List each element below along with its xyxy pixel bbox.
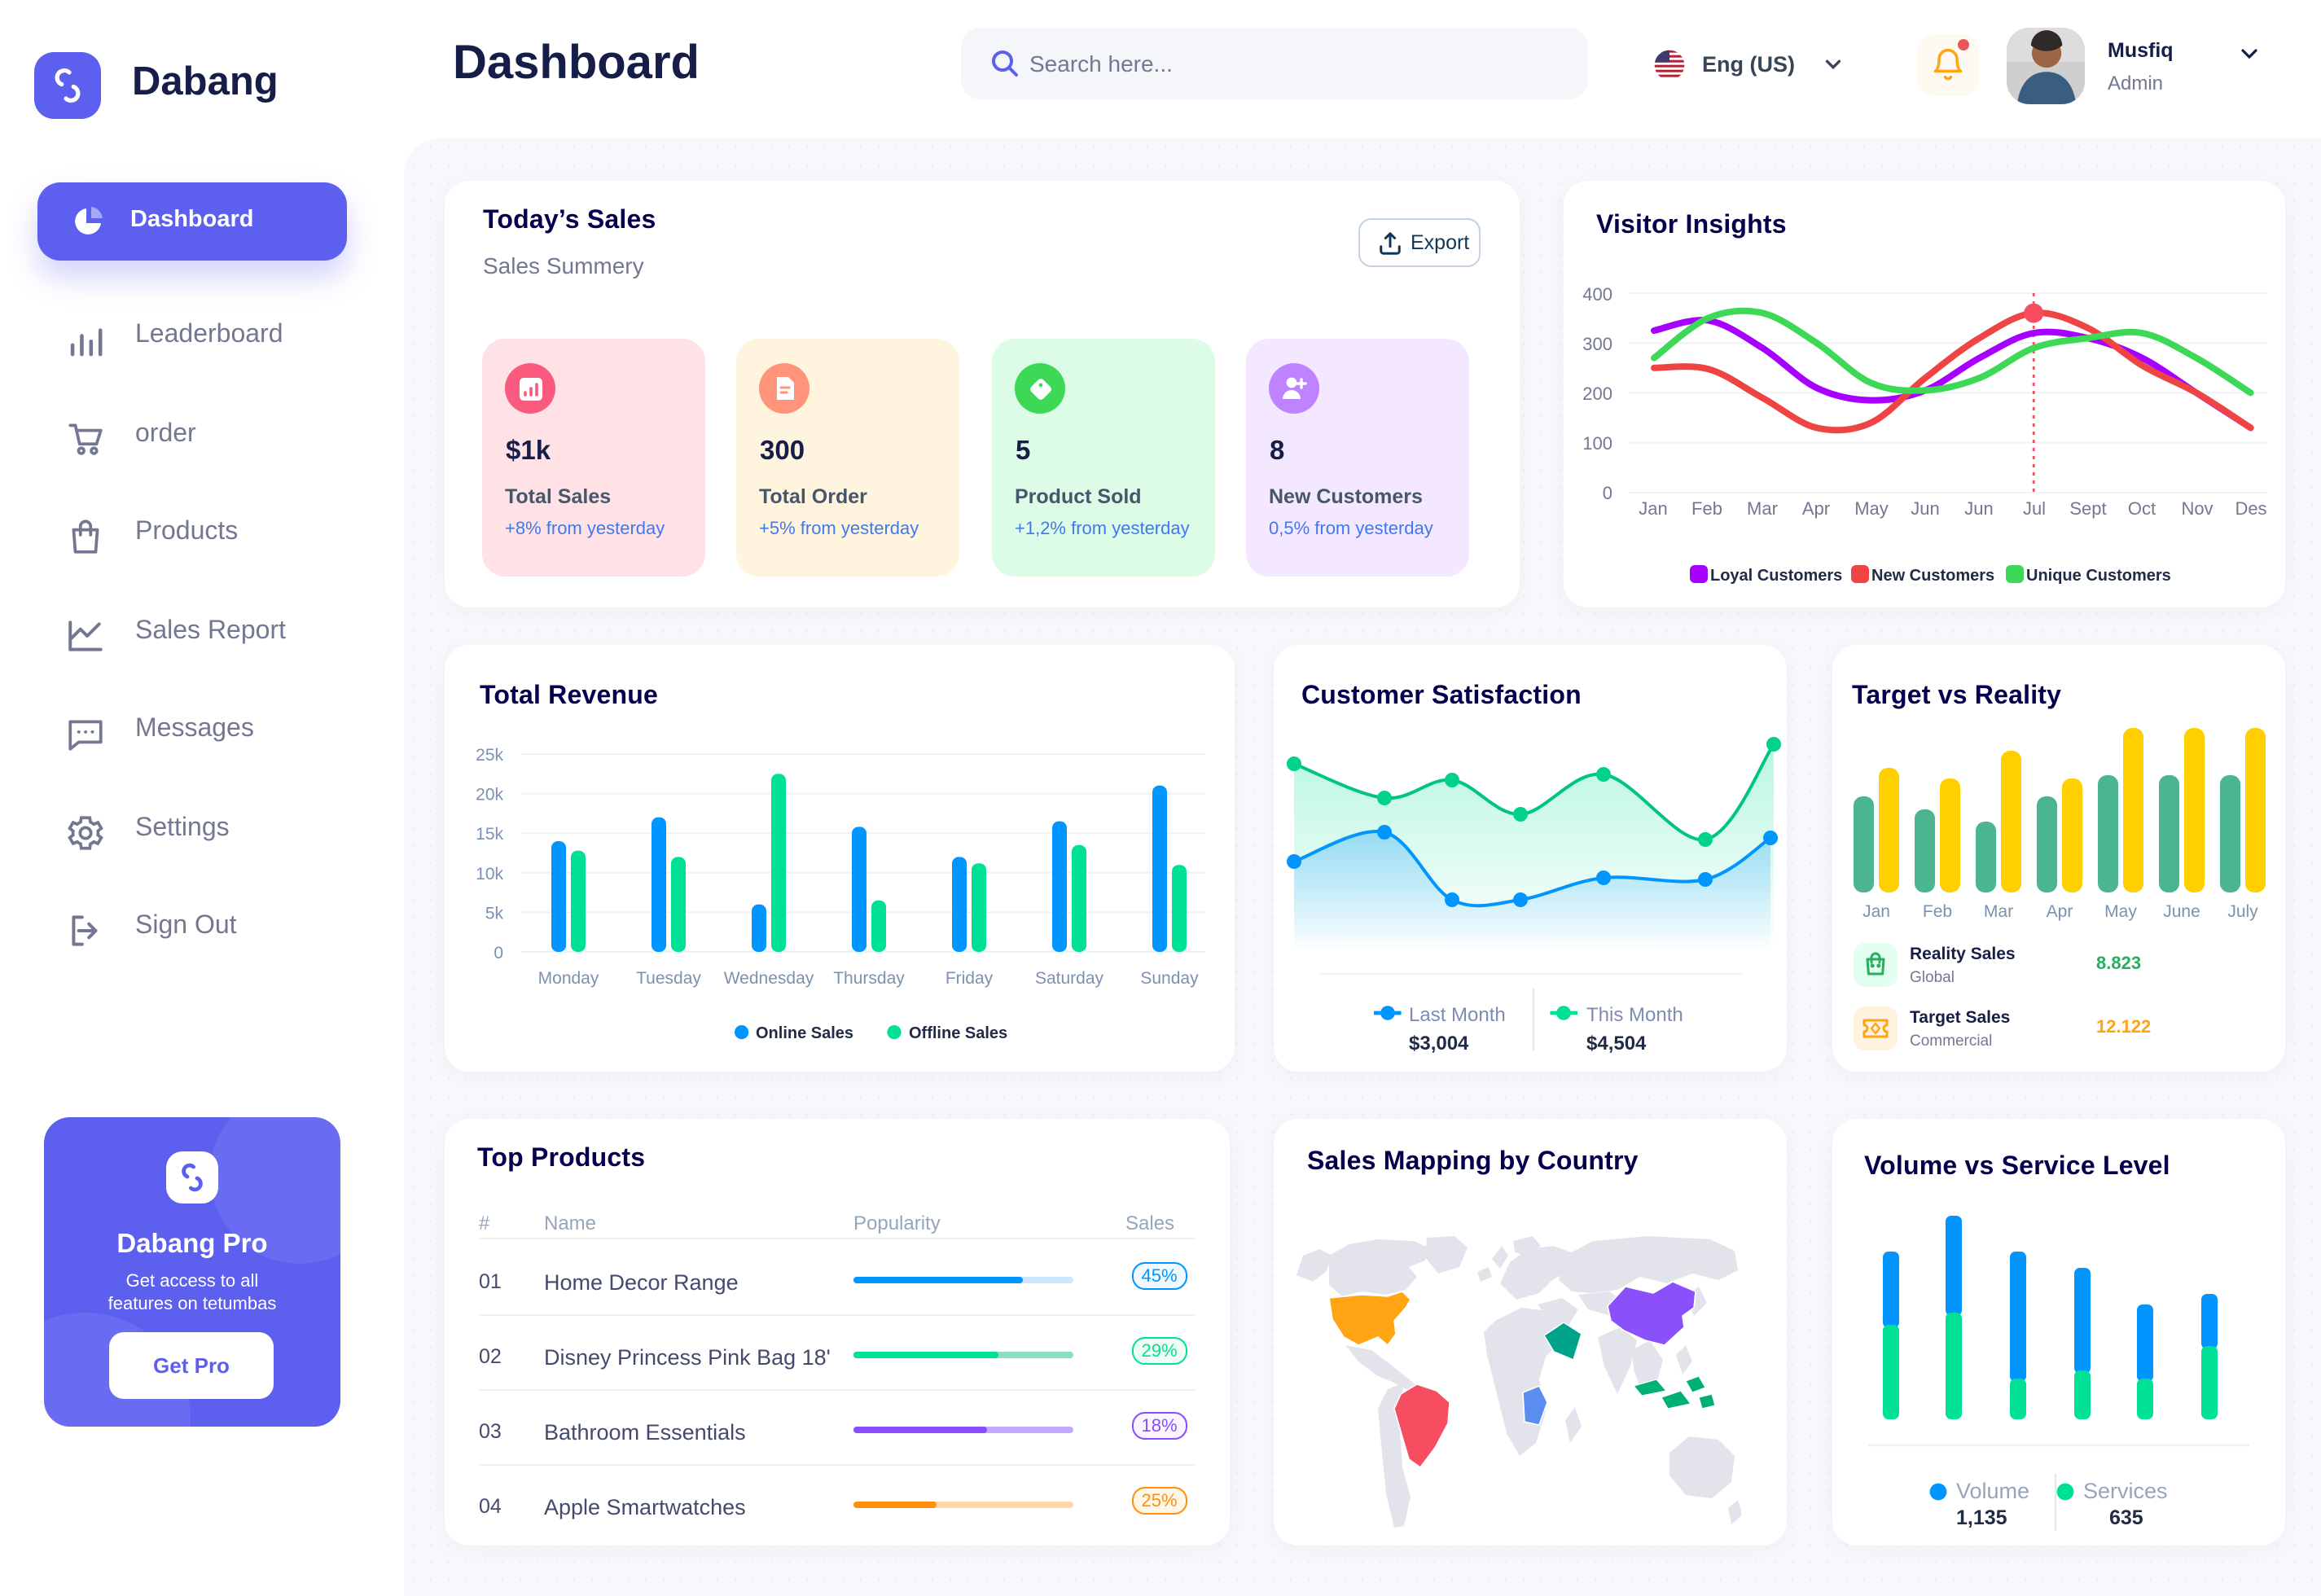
svg-text:10k: 10k [476,865,503,884]
svg-text:Jan: Jan [1863,902,1890,921]
svg-text:Thursday: Thursday [833,969,905,988]
svg-text:Loyal Customers: Loyal Customers [1710,567,1842,585]
svg-text:0: 0 [1603,483,1612,503]
svg-text:Nov: Nov [2181,498,2213,519]
svg-text:$3,004: $3,004 [1409,1033,1469,1054]
svg-text:May: May [1854,498,1889,519]
svg-text:Offline Sales: Offline Sales [909,1024,1007,1042]
svg-text:Sunday: Sunday [1140,969,1199,988]
svg-text:Sept: Sept [2069,498,2106,519]
svg-text:May: May [2104,902,2137,921]
svg-text:15k: 15k [476,825,503,844]
svg-text:Jul: Jul [2023,498,2046,519]
svg-text:This Month: This Month [1586,1004,1683,1026]
svg-text:300: 300 [1582,334,1612,354]
svg-text:20k: 20k [476,786,503,805]
svg-text:Feb: Feb [1691,498,1722,519]
svg-text:June: June [2163,902,2200,921]
svg-text:100: 100 [1582,433,1612,454]
svg-text:25k: 25k [476,746,503,765]
svg-text:$4,504: $4,504 [1586,1033,1647,1054]
svg-text:Mar: Mar [1747,498,1778,519]
svg-text:Online Sales: Online Sales [756,1024,853,1042]
svg-text:Friday: Friday [946,969,994,988]
svg-text:July: July [2227,902,2258,921]
svg-text:Tuesday: Tuesday [636,969,701,988]
svg-text:Feb: Feb [1923,902,1952,921]
svg-text:Unique Customers: Unique Customers [2026,567,2171,585]
svg-text:Mar: Mar [1984,902,2013,921]
svg-text:Jun: Jun [1911,498,1939,519]
svg-text:Apr: Apr [2047,902,2073,921]
svg-text:Apr: Apr [1802,498,1830,519]
svg-text:Oct: Oct [2128,498,2156,519]
svg-text:5k: 5k [485,904,504,923]
svg-text:635: 635 [2109,1506,2143,1529]
svg-text:Des: Des [2235,498,2266,519]
svg-text:Wednesday: Wednesday [724,969,814,988]
svg-text:200: 200 [1582,384,1612,404]
svg-text:Monday: Monday [538,969,599,988]
svg-text:Jun: Jun [1964,498,1993,519]
svg-text:Last Month: Last Month [1409,1004,1506,1026]
svg-text:Saturday: Saturday [1035,969,1104,988]
svg-text:New Customers: New Customers [1871,567,1994,585]
svg-text:400: 400 [1582,284,1612,305]
svg-text:Jan: Jan [1639,498,1667,519]
svg-text:Services: Services [2083,1479,2168,1503]
svg-text:0: 0 [494,944,503,962]
svg-text:Volume: Volume [1956,1479,2029,1503]
svg-text:1,135: 1,135 [1956,1506,2007,1529]
